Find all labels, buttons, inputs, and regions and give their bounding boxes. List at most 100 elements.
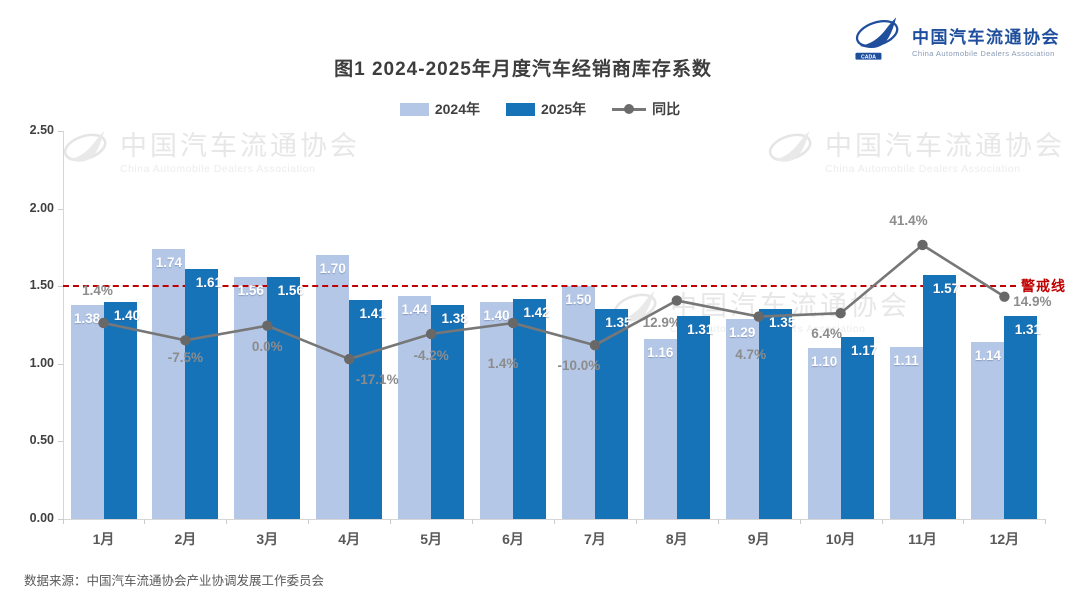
y-axis-tick-label: 1.00 — [29, 355, 54, 370]
y-axis-tick-label: 0.00 — [29, 511, 54, 525]
yoy-percent-label: 41.4% — [889, 213, 928, 228]
y-axis-tick-label: 0.50 — [29, 433, 54, 448]
bar-2025 — [594, 309, 628, 519]
x-axis-label: 2月 — [174, 531, 197, 547]
x-axis-label: 5月 — [420, 531, 442, 547]
y-axis-tick-label: 2.50 — [29, 123, 54, 137]
data-source-note: 数据来源：中国汽车流通协会产业协调发展工作委员会 — [24, 574, 325, 588]
bar-value-2024: 1.40 — [483, 307, 510, 323]
bar-2025 — [431, 304, 465, 519]
legend-label-2024: 2024年 — [434, 101, 480, 117]
bar-value-2025: 1.35 — [605, 315, 632, 331]
x-axis-label: 8月 — [665, 531, 688, 547]
logo-name-en: China Automobile Dealers Association — [912, 49, 1055, 58]
x-axis-label: 10月 — [825, 531, 856, 547]
x-axis-tick — [635, 519, 637, 524]
cada-logo: CADA 中国汽车流通协会 China Automobile Dealers A… — [852, 14, 1060, 67]
bar-value-2025: 1.31 — [687, 321, 714, 337]
legend-line-marker-icon — [612, 103, 647, 116]
yoy-percent-label: 1.4% — [82, 283, 113, 298]
x-axis-tick — [62, 519, 64, 524]
y-axis-tick — [57, 286, 63, 288]
x-axis-label: 6月 — [502, 531, 524, 547]
y-axis-tick-label: 2.00 — [29, 200, 54, 215]
yoy-percent-label: -7.5% — [167, 350, 204, 365]
bar-2024 — [643, 338, 677, 519]
bar-2025 — [922, 275, 956, 519]
x-axis-label: 7月 — [583, 531, 606, 547]
bar-value-2024: 1.10 — [810, 354, 838, 370]
legend-item-2024: 2024年 — [399, 99, 480, 119]
bar-value-2024: 1.74 — [155, 254, 183, 270]
bar-value-2024: 1.11 — [893, 352, 919, 368]
x-axis-tick — [799, 519, 801, 524]
bar-value-2024: 1.70 — [319, 261, 346, 277]
warning-line-label: 警戒线 — [1021, 278, 1066, 294]
x-axis-label: 9月 — [747, 531, 770, 547]
yoy-percent-label: 0.0% — [251, 339, 283, 354]
x-axis-label: 11月 — [908, 531, 937, 547]
y-axis-line — [62, 131, 64, 519]
legend-swatch-2025 — [506, 102, 535, 116]
bar-2024 — [480, 301, 513, 519]
bar-value-2024: 1.44 — [401, 301, 428, 317]
x-axis-label: 12月 — [989, 531, 1020, 547]
bar-2025 — [1004, 315, 1038, 519]
yoy-percent-label: -4.2% — [413, 348, 449, 363]
bar-2025 — [267, 276, 301, 519]
yoy-percent-label: -10.0% — [557, 358, 601, 373]
legend-label-yoy: 同比 — [652, 101, 681, 117]
bar-2025 — [185, 269, 219, 519]
x-axis-tick — [881, 519, 883, 524]
bar-2024 — [889, 346, 923, 519]
bar-2025 — [103, 301, 137, 519]
bar-value-2024: 1.16 — [647, 344, 674, 360]
bar-2024 — [971, 342, 1005, 519]
bar-value-2024: 1.56 — [237, 282, 264, 298]
legend-swatch-2024 — [399, 102, 429, 116]
bar-value-2025: 1.38 — [441, 310, 468, 326]
x-axis-tick — [1045, 519, 1047, 524]
bar-2024 — [561, 286, 595, 519]
bar-value-2025: 1.61 — [195, 275, 223, 291]
y-axis-tick — [57, 519, 63, 520]
bar-2024 — [234, 276, 268, 519]
bar-value-2024: 1.14 — [974, 348, 1002, 364]
x-axis-tick — [390, 519, 392, 524]
bar-2025 — [840, 337, 874, 519]
legend-item-2025: 2025年 — [506, 99, 586, 119]
bar-value-2025: 1.56 — [277, 282, 304, 298]
bar-2024 — [152, 248, 186, 519]
x-axis-tick — [308, 519, 310, 524]
x-axis-label: 4月 — [338, 531, 361, 547]
bar-value-2025: 1.42 — [523, 304, 550, 320]
legend-item-yoy: 同比 — [612, 99, 680, 119]
bar-2024 — [807, 348, 841, 519]
bar-value-2025: 1.41 — [359, 306, 386, 322]
y-axis-tick — [57, 441, 63, 443]
x-axis-tick — [144, 519, 146, 524]
x-axis-tick — [226, 519, 228, 524]
legend-label-2025: 2025年 — [541, 101, 587, 117]
bar-2025 — [758, 309, 792, 519]
y-axis-tick-label: 1.50 — [29, 278, 54, 293]
bar-value-2025: 1.57 — [932, 281, 960, 297]
y-axis-tick — [57, 363, 63, 365]
bar-value-2025: 1.40 — [113, 307, 141, 323]
bar-value-2024: 1.50 — [565, 292, 592, 308]
bar-2025 — [676, 315, 710, 519]
yoy-percent-label: 14.9% — [1013, 294, 1052, 309]
y-axis-tick — [57, 131, 63, 132]
y-axis-tick — [57, 208, 63, 210]
yoy-percent-label: 1.4% — [487, 356, 519, 371]
x-axis-label: 1月 — [92, 531, 115, 547]
yoy-percent-label: 6.4% — [811, 326, 842, 341]
cada-swoosh-icon: CADA — [852, 14, 904, 67]
bar-value-2025: 1.31 — [1014, 321, 1042, 337]
x-axis-tick — [717, 519, 719, 524]
chart-legend: 2024年 2025年 同比 — [0, 99, 1080, 119]
x-axis-tick — [472, 519, 473, 524]
bar-2024 — [316, 255, 350, 519]
